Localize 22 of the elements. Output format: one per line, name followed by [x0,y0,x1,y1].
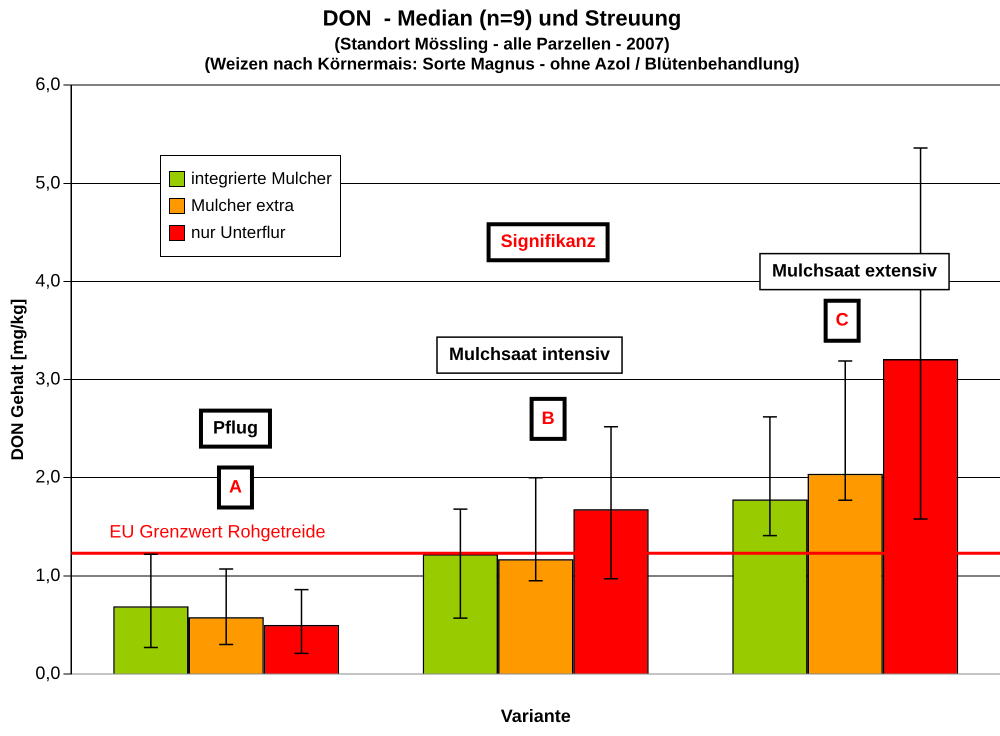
y-tick-label: 6,0 [35,74,60,94]
ref-line-label: EU Grenzwert Rohgetreide [109,521,326,542]
y-tick-label: 1,0 [35,564,60,585]
y-tick-label: 2,0 [35,466,60,487]
chart-subtitle: (Standort Mössling - alle Parzellen - 2007) (Weizen nach Körnermais: Sorte Magnus - ohne Azol / Blütenbehandlung) [204,34,800,74]
y-tick-label: 3,0 [35,368,60,389]
x-axis-title: Variante [500,706,571,726]
annotation: Signifikanz [500,231,596,252]
y-tick-label: 4,0 [35,270,60,290]
y-axis-title: DON Gehalt [mg/kg] [8,298,27,460]
legend-label: nur Unterflur [191,223,286,243]
y-tick-label: 0,0 [35,662,60,683]
annotation: C [836,310,849,330]
annotation: A [228,476,242,497]
chart-title: DON - Median (n=9) und Streuung [322,5,682,30]
y-tick-label: 5,0 [35,172,60,192]
legend-label: integrierte Mulcher [191,169,332,189]
annotation: Mulchsaat intensiv [448,344,610,364]
annotation: Pflug [212,418,258,438]
annotation: B [542,408,555,428]
annotation: Mulchsaat extensiv [772,260,938,281]
legend-label: Mulcher extra [191,196,294,216]
